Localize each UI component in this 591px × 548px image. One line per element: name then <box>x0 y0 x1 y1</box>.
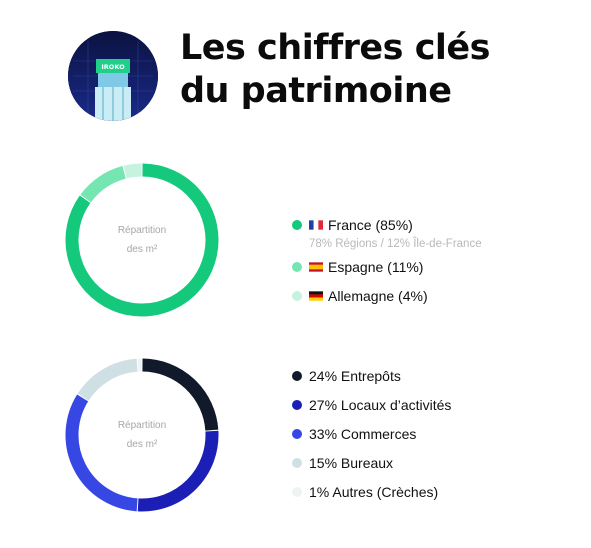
page-title: Les chiffres clés du patrimoine <box>180 27 491 113</box>
avatar: IROKO <box>68 31 158 121</box>
legend-item-bureaux: 15% Bureaux <box>292 453 451 473</box>
legend-label: 27% Locaux d’activités <box>309 397 452 413</box>
legend-dot <box>292 429 302 439</box>
center-label-line-2: des m² <box>126 244 158 255</box>
legend-label: 15% Bureaux <box>309 455 394 471</box>
asset-type-donut-chart: Répartition des m² <box>64 357 220 513</box>
legend-label: 24% Entrepôts <box>309 368 401 384</box>
legend-label: Espagne (11%) <box>328 259 424 275</box>
legend-dot <box>292 400 302 410</box>
donut-slice-2 <box>123 163 142 179</box>
asset-type-legend: 24% Entrepôts 27% Locaux d’activités 33%… <box>292 366 451 511</box>
legend-label: France (85%) <box>328 217 413 233</box>
country-donut-svg <box>65 163 219 317</box>
legend-dot <box>292 220 302 230</box>
legend-label: 33% Commerces <box>309 426 417 442</box>
legend-sublabel: 78% Régions / 12% Île-de-France <box>309 238 482 250</box>
donut-center-label: Répartition des m² <box>64 357 220 513</box>
center-label-line-1: Répartition <box>117 225 167 236</box>
legend-dot <box>292 371 302 381</box>
legend-sub-france: 78% Régions / 12% Île-de-France <box>292 236 482 252</box>
flag-es-icon <box>309 262 323 272</box>
legend-item-allemagne: Allemagne (4%) <box>292 286 482 306</box>
donut-slice-3 <box>77 358 138 401</box>
country-donut-chart: Répartition des m² <box>64 162 220 318</box>
flag-de-icon <box>309 291 323 301</box>
legend-item-autres: 1% Autres (Crèches) <box>292 482 451 502</box>
svg-text:IROKO: IROKO <box>101 63 125 71</box>
donut-slice-1 <box>137 430 219 512</box>
legend-dot <box>292 291 302 301</box>
center-label-line-2: des m² <box>126 439 158 450</box>
legend-item-espagne: Espagne (11%) <box>292 257 482 277</box>
legend-item-locaux: 27% Locaux d’activités <box>292 395 451 415</box>
country-legend: France (85%) 78% Régions / 12% Île-de-Fr… <box>292 215 482 315</box>
donut-slice-0 <box>65 163 219 317</box>
donut-slice-2 <box>65 394 138 512</box>
legend-label: Allemagne (4%) <box>328 288 428 304</box>
legend-dot <box>292 262 302 272</box>
legend-label: 1% Autres (Crèches) <box>309 484 439 500</box>
legend-item-france: France (85%) <box>292 215 482 235</box>
legend-dot <box>292 458 302 468</box>
flag-fr-icon <box>309 220 323 230</box>
legend-item-entrepots: 24% Entrepôts <box>292 366 451 386</box>
donut-center-label: Répartition des m² <box>64 162 220 318</box>
donut-slice-1 <box>80 166 127 203</box>
title-line-2: du patrimoine <box>180 71 452 111</box>
center-label-line-1: Répartition <box>117 420 167 431</box>
donut-slice-0 <box>142 358 219 431</box>
title-line-1: Les chiffres clés <box>180 28 491 68</box>
asset-type-donut-svg <box>65 358 219 512</box>
building-photo-icon: IROKO <box>68 31 158 121</box>
legend-dot <box>292 487 302 497</box>
legend-item-commerces: 33% Commerces <box>292 424 451 444</box>
